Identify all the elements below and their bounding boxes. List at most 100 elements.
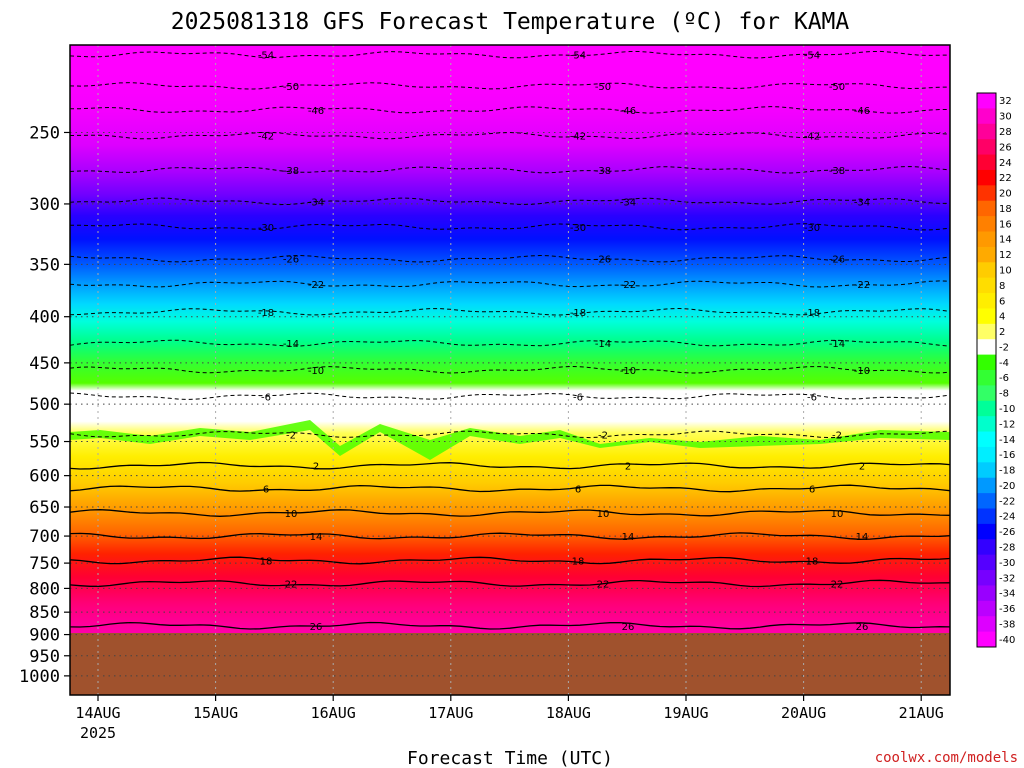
isotherm-label: -34 bbox=[308, 197, 324, 208]
isotherm-label: 18 bbox=[260, 556, 273, 567]
x-tick-label: 16AUG bbox=[311, 704, 356, 722]
isotherm-label: -46 bbox=[854, 106, 870, 117]
plot-area: -54 -54 -54 -50 -50 -50 -46 -46 -46 -42 -42 -42 -38 -… bbox=[69, 44, 951, 696]
isotherm-label: 26 bbox=[856, 622, 869, 633]
isotherm-line bbox=[69, 532, 951, 540]
y-tick-label: 250 bbox=[29, 123, 60, 143]
isotherm-label: -50 bbox=[283, 82, 299, 93]
colorbar-label: -34 bbox=[999, 589, 1015, 600]
isotherm-label: -50 bbox=[595, 82, 611, 93]
colorbar-swatch bbox=[977, 200, 996, 217]
colorbar-swatch bbox=[977, 354, 996, 371]
colorbar-label: 16 bbox=[999, 219, 1012, 230]
isotherm-label: -2 bbox=[598, 430, 608, 441]
colorbar-label: 24 bbox=[999, 158, 1012, 169]
colorbar-label: 10 bbox=[999, 265, 1012, 276]
isotherm-line bbox=[69, 461, 951, 470]
colorbar-swatch bbox=[977, 293, 996, 309]
x-tick-label: 14AUG bbox=[75, 704, 120, 722]
isotherm-line bbox=[69, 621, 951, 630]
colorbar-swatch bbox=[977, 93, 996, 109]
colorbar-label: -4 bbox=[999, 358, 1009, 369]
colorbar-swatch bbox=[977, 339, 996, 356]
freezing-band bbox=[70, 420, 950, 460]
colorbar-label: -32 bbox=[999, 573, 1015, 584]
y-tick-label: 750 bbox=[29, 554, 60, 574]
colorbar-label: 12 bbox=[999, 250, 1012, 261]
colorbar-swatch bbox=[977, 446, 996, 463]
colorbar-label: -30 bbox=[999, 558, 1015, 569]
colorbar-label: -16 bbox=[999, 450, 1015, 461]
colorbar-swatch bbox=[977, 216, 996, 232]
isotherm-label: -30 bbox=[258, 223, 274, 234]
y-tick-label: 400 bbox=[29, 308, 60, 328]
isotherm-line bbox=[69, 430, 951, 439]
colorbar-swatch bbox=[977, 585, 996, 602]
isotherm-label: -18 bbox=[258, 308, 274, 319]
isotherm-line bbox=[70, 223, 951, 231]
colorbar-swatch bbox=[977, 462, 996, 479]
y-tick-label: 800 bbox=[29, 579, 60, 599]
colorbar-label: -10 bbox=[999, 404, 1015, 415]
y-tick-label: 1000 bbox=[19, 667, 60, 687]
x-axis: 14AUG 15AUG 16AUG 17AUG 18AUG 19AUG 20AUG 21AUG bbox=[75, 695, 944, 722]
isotherm-label: -22 bbox=[620, 280, 636, 291]
colorbar-swatch bbox=[977, 385, 996, 402]
isotherm-line bbox=[70, 106, 950, 114]
colorbar-swatch bbox=[977, 508, 996, 525]
isotherm-label: 6 bbox=[575, 484, 581, 495]
isotherm-label: -14 bbox=[283, 339, 299, 350]
colorbar-frame bbox=[976, 92, 997, 648]
colorbar: 32 30 28 26 24 22 20 18 16 14 12 10 8 6 4 2 -2 -4 -6 -8 -10 -… bbox=[976, 92, 1015, 648]
isotherm-label: 2 bbox=[313, 462, 319, 473]
isotherm-label: 14 bbox=[622, 532, 635, 543]
isotherm-label: -46 bbox=[308, 106, 324, 117]
isotherm-line bbox=[69, 280, 951, 288]
isotherm-label: -10 bbox=[620, 366, 636, 377]
colorbar-swatch bbox=[977, 477, 996, 494]
colorbar-swatch bbox=[977, 631, 996, 648]
colorbar-swatch bbox=[977, 139, 996, 156]
colorbar-swatch bbox=[977, 277, 996, 294]
isotherm-line bbox=[69, 165, 951, 174]
colorbar-swatch bbox=[977, 108, 996, 125]
colorbar-swatch bbox=[977, 262, 996, 279]
chart-title: 2025081318 GFS Forecast Temperature (ºC)… bbox=[171, 9, 850, 35]
colorbar-label: -14 bbox=[999, 435, 1015, 446]
colorbar-swatch bbox=[977, 323, 996, 340]
isotherm-label: 26 bbox=[310, 622, 323, 633]
isotherm-label: 10 bbox=[831, 509, 844, 520]
isotherm-label: -38 bbox=[829, 166, 845, 177]
colorbar-swatch bbox=[977, 554, 996, 571]
isotherm-label: -54 bbox=[570, 51, 586, 62]
y-axis: 250 300 350 400 450 500 550 600 650 700 750 800 850 9… bbox=[19, 123, 70, 687]
isotherms: -54 -54 -54 -50 -50 -50 -46 -46 -46 -42 -42 -42 -38 -… bbox=[69, 50, 951, 633]
isotherm-label: 14 bbox=[856, 532, 869, 543]
isotherm-label: -26 bbox=[829, 255, 845, 266]
isotherm-label: -22 bbox=[308, 280, 324, 291]
isotherm-label: 6 bbox=[809, 484, 815, 495]
isotherm-line bbox=[69, 484, 951, 493]
isotherm-label: -38 bbox=[595, 166, 611, 177]
colorbar-label: -24 bbox=[999, 512, 1015, 523]
colorbar-swatch bbox=[977, 169, 996, 186]
colorbar-label: -20 bbox=[999, 481, 1015, 492]
colorbar-swatch bbox=[977, 370, 996, 386]
colorbar-swatch bbox=[977, 231, 996, 248]
y-tick-label: 850 bbox=[29, 603, 60, 623]
isotherm-line bbox=[69, 50, 951, 59]
x-axis-label: Forecast Time (UTC) bbox=[407, 748, 613, 768]
isotherm-label: 2 bbox=[859, 462, 865, 473]
isotherm-label: 26 bbox=[622, 622, 635, 633]
colorbar-swatch bbox=[977, 600, 996, 617]
isotherm-label: -14 bbox=[595, 339, 611, 350]
colorbar-label: 28 bbox=[999, 127, 1012, 138]
isotherm-label: -6 bbox=[261, 392, 271, 403]
colorbar-label: 14 bbox=[999, 235, 1012, 246]
isotherm-label: -30 bbox=[804, 223, 820, 234]
isotherm-label: 6 bbox=[263, 484, 269, 495]
isotherm-label: -10 bbox=[308, 366, 324, 377]
y-tick-label: 350 bbox=[29, 255, 60, 275]
colorbar-swatch bbox=[977, 154, 996, 171]
